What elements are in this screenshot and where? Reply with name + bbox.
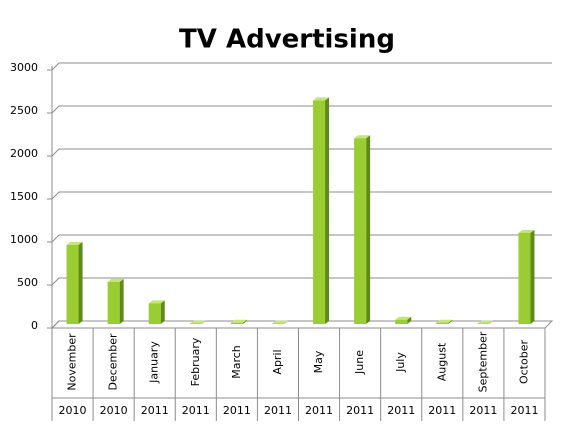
grid-line — [52, 278, 552, 285]
floor — [52, 321, 552, 328]
y-tick-label: 1500 — [10, 190, 38, 203]
bar-face — [366, 135, 370, 324]
bar-face — [325, 97, 329, 324]
x-tick-label: July — [394, 352, 407, 373]
bar-face — [231, 323, 243, 324]
chart-title: TV Advertising — [179, 25, 395, 55]
x-tick-label: March — [230, 345, 243, 379]
x-group-label: 2011 — [387, 404, 415, 417]
grid-line — [52, 192, 552, 199]
x-tick-label: April — [271, 349, 284, 374]
x-tick-label: November — [66, 333, 79, 391]
bar-face — [120, 279, 124, 324]
bar — [67, 242, 83, 324]
x-group-label: 2011 — [510, 404, 538, 417]
bar-face — [530, 230, 534, 324]
y-tick-label: 2500 — [10, 104, 38, 117]
x-tick-label: January — [148, 341, 161, 384]
x-group-label: 2011 — [141, 404, 169, 417]
bar-face — [79, 242, 83, 324]
grid-line — [52, 149, 552, 156]
x-tick-label: June — [353, 350, 366, 375]
bar-face — [67, 245, 79, 324]
bar — [354, 135, 370, 324]
y-tick-label: 500 — [17, 276, 38, 289]
x-tick-label: December — [107, 333, 120, 391]
bar — [436, 320, 452, 324]
x-group-label: 2011 — [346, 404, 374, 417]
x-tick-label: September — [476, 331, 489, 392]
x-group-label: 2011 — [182, 404, 210, 417]
bar-face — [149, 303, 161, 324]
x-group-label: 2010 — [100, 404, 128, 417]
y-tick-label: 0 — [31, 319, 38, 332]
x-group-label: 2010 — [59, 404, 87, 417]
bar-face — [161, 300, 165, 324]
bar — [108, 279, 124, 324]
x-tick-label: February — [189, 337, 202, 386]
grid-line — [52, 106, 552, 113]
bar-face — [354, 138, 366, 324]
y-tick-label: 2000 — [10, 147, 38, 160]
x-group-label: 2011 — [469, 404, 497, 417]
x-tick-label: May — [312, 350, 325, 373]
y-tick-label: 3000 — [10, 61, 38, 74]
x-group-label: 2011 — [428, 404, 456, 417]
x-tick-label: October — [517, 340, 530, 384]
bar-face — [313, 100, 325, 324]
bar — [395, 317, 411, 324]
bar — [149, 300, 165, 324]
x-group-label: 2011 — [305, 404, 333, 417]
grid-line — [52, 321, 552, 328]
x-group-label: 2011 — [264, 404, 292, 417]
bar-face — [436, 323, 448, 324]
y-tick-label: 1000 — [10, 233, 38, 246]
x-tick-label: August — [435, 342, 448, 381]
bar-face — [395, 320, 407, 324]
grid-line — [52, 235, 552, 242]
grid-line — [52, 63, 552, 70]
bar-face — [518, 233, 530, 324]
bar — [231, 320, 247, 324]
bar-face — [108, 282, 120, 324]
bar — [313, 97, 329, 324]
bar — [518, 230, 534, 324]
x-group-label: 2011 — [223, 404, 251, 417]
